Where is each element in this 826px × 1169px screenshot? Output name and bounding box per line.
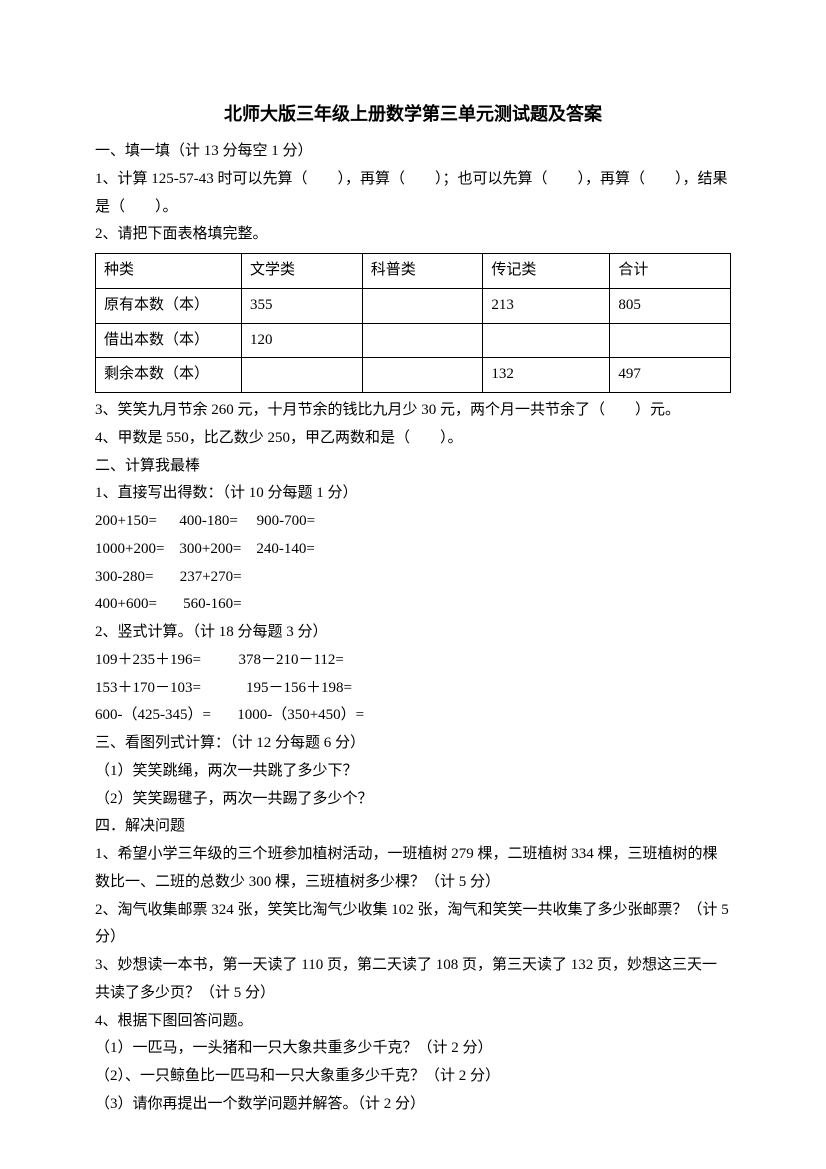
section4-q4-header: 4、根据下图回答问题。 bbox=[95, 1008, 731, 1036]
table-row: 借出本数（本） 120 bbox=[96, 323, 731, 358]
table-cell bbox=[362, 288, 483, 323]
section3-q1: （1）笑笑跳绳，两次一共跳了多少下？ bbox=[95, 758, 731, 786]
section4-q4-2: （2）、一只鲸鱼比一匹马和一只大象重多少千克？（计 2 分） bbox=[95, 1063, 731, 1091]
section3-q2: （2）笑笑踢毽子，两次一共踢了多少个？ bbox=[95, 786, 731, 814]
table-cell: 剩余本数（本） bbox=[96, 358, 242, 393]
content-body: 一、填一填（计 13 分每空 1 分） 1、计算 125-57-43 时可以先算… bbox=[95, 138, 731, 1119]
table-cell: 原有本数（本） bbox=[96, 288, 242, 323]
table-row: 剩余本数（本） 132 497 bbox=[96, 358, 731, 393]
table-cell: 种类 bbox=[96, 254, 242, 289]
table-cell: 传记类 bbox=[483, 254, 610, 289]
calc-line: 153＋170－103= 195－156＋198= bbox=[95, 675, 731, 703]
section1-q4: 4、甲数是 550，比乙数少 250，甲乙两数和是（ ）。 bbox=[95, 425, 731, 453]
table-cell: 科普类 bbox=[362, 254, 483, 289]
table-cell: 借出本数（本） bbox=[96, 323, 242, 358]
section1-q2: 2、请把下面表格填完整。 bbox=[95, 221, 731, 249]
calc-line: 600-（425-345）= 1000-（350+450）= bbox=[95, 702, 731, 730]
table-cell: 132 bbox=[483, 358, 610, 393]
table-cell bbox=[362, 358, 483, 393]
section2-q1-header: 1、直接写出得数：（计 10 分每题 1 分） bbox=[95, 480, 731, 508]
calc-line: 400+600= 560-160= bbox=[95, 591, 731, 619]
section4-q3: 3、妙想读一本书，第一天读了 110 页，第二天读了 108 页，第三天读了 1… bbox=[95, 952, 731, 1008]
table-cell: 120 bbox=[242, 323, 363, 358]
calc-line: 200+150= 400-180= 900-700= bbox=[95, 508, 731, 536]
table-cell bbox=[610, 323, 731, 358]
data-table: 种类 文学类 科普类 传记类 合计 原有本数（本） 355 213 805 借出… bbox=[95, 253, 731, 393]
table-cell: 文学类 bbox=[242, 254, 363, 289]
calc-line: 300-280= 237+270= bbox=[95, 564, 731, 592]
section1-q1: 1、计算 125-57-43 时可以先算（ ），再算（ ）；也可以先算（ ），再… bbox=[95, 166, 731, 222]
section2-header: 二、计算我最棒 bbox=[95, 453, 731, 481]
table-cell: 805 bbox=[610, 288, 731, 323]
calc-line: 109＋235＋196= 378－210－112= bbox=[95, 647, 731, 675]
calc-line: 1000+200= 300+200= 240-140= bbox=[95, 536, 731, 564]
section1-header: 一、填一填（计 13 分每空 1 分） bbox=[95, 138, 731, 166]
section4-q4-3: （3）请你再提出一个数学问题并解答。（计 2 分） bbox=[95, 1091, 731, 1119]
section4-q4-1: （1）一匹马，一头猪和一只大象共重多少千克？（计 2 分） bbox=[95, 1035, 731, 1063]
section4-q1: 1、希望小学三年级的三个班参加植树活动，一班植树 279 棵，二班植树 334 … bbox=[95, 841, 731, 897]
table-cell: 213 bbox=[483, 288, 610, 323]
section4-header: 四．解决问题 bbox=[95, 813, 731, 841]
section4-q2: 2、淘气收集邮票 324 张，笑笑比淘气少收集 102 张，淘气和笑笑一共收集了… bbox=[95, 897, 731, 953]
table-row: 原有本数（本） 355 213 805 bbox=[96, 288, 731, 323]
table-cell: 355 bbox=[242, 288, 363, 323]
table-cell bbox=[242, 358, 363, 393]
table-cell bbox=[483, 323, 610, 358]
section2-q2-header: 2、竖式计算。（计 18 分每题 3 分） bbox=[95, 619, 731, 647]
table-cell: 合计 bbox=[610, 254, 731, 289]
page-title: 北师大版三年级上册数学第三单元测试题及答案 bbox=[95, 100, 731, 126]
section3-header: 三、看图列式计算：（计 12 分每题 6 分） bbox=[95, 730, 731, 758]
table-cell bbox=[362, 323, 483, 358]
table-cell: 497 bbox=[610, 358, 731, 393]
table-row: 种类 文学类 科普类 传记类 合计 bbox=[96, 254, 731, 289]
section1-q3: 3、笑笑九月节余 260 元，十月节余的钱比九月少 30 元，两个月一共节余了（… bbox=[95, 397, 731, 425]
